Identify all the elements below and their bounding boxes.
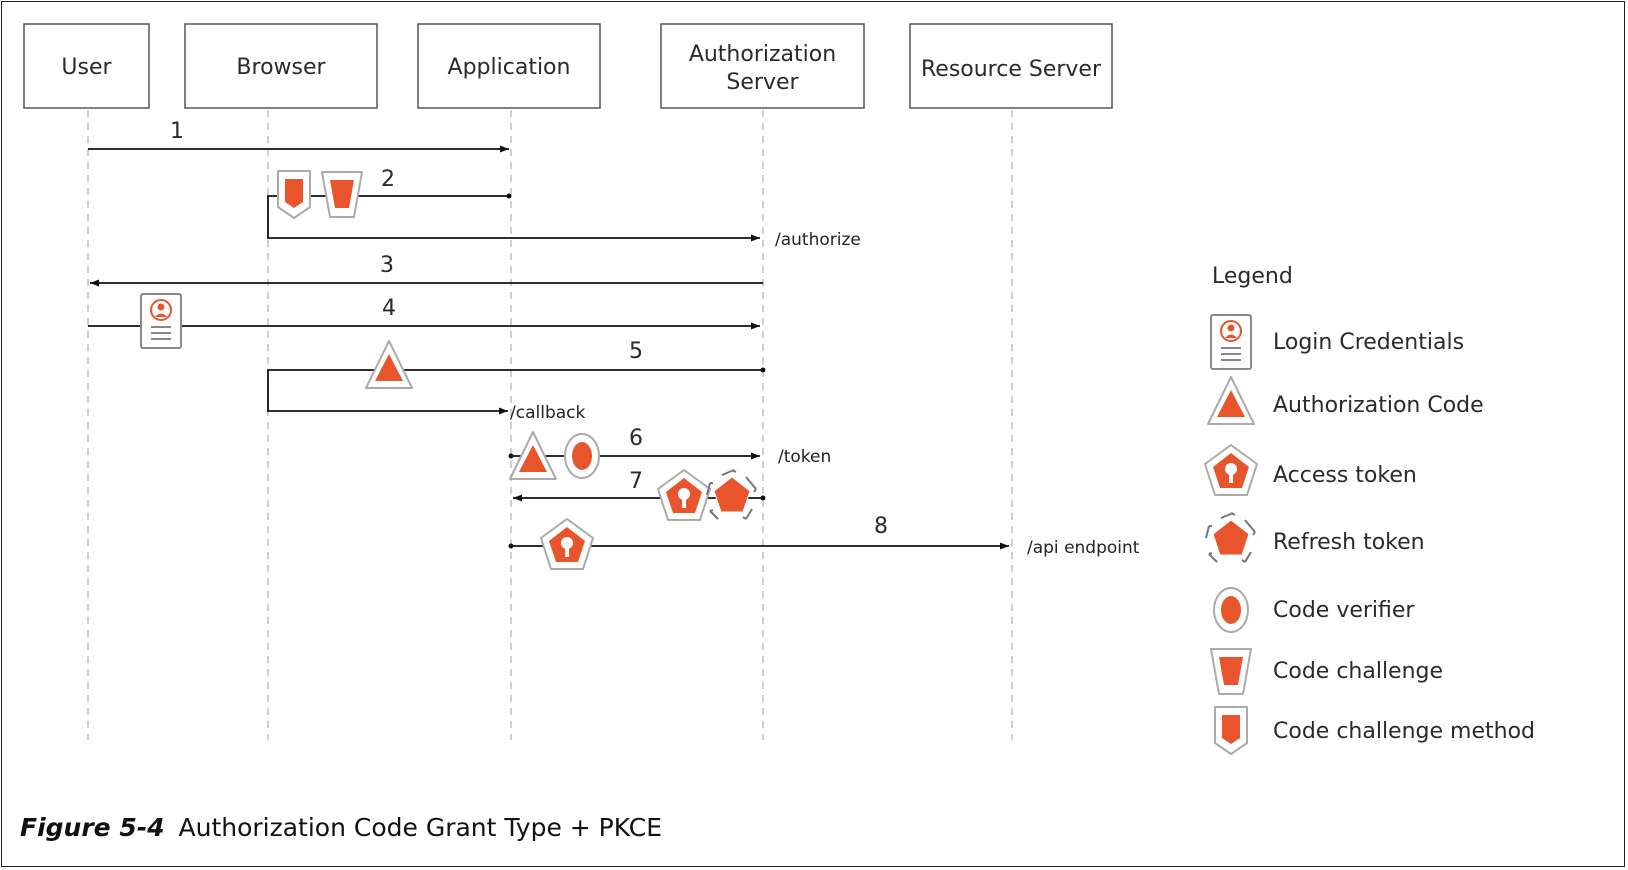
legend-item-access-token: Access token (1273, 463, 1417, 488)
code-verifier-icon (1213, 587, 1249, 633)
participant-user-label: User (61, 55, 112, 80)
participant-authorization-server: Authorization Server (660, 23, 865, 109)
participant-resource-server: Resource Server (909, 23, 1113, 109)
authorization-code-icon (1207, 376, 1255, 425)
message-dots (506, 193, 766, 549)
refresh-token-icon (1205, 512, 1256, 563)
step-1-label: 1 (170, 119, 184, 144)
access-token-icon (657, 469, 711, 521)
participant-browser-label: Browser (236, 55, 326, 80)
endpoint-api: /api endpoint (1027, 538, 1140, 558)
legend-title: Legend (1212, 264, 1293, 289)
step-2-label: 2 (381, 167, 395, 192)
message-5-arrow (267, 369, 763, 415)
step-6-label: 6 (629, 426, 643, 451)
legend-item-refresh-token: Refresh token (1273, 530, 1425, 555)
login-credentials-icon (140, 293, 182, 349)
step-7-label: 7 (629, 469, 643, 494)
code-challenge-method-icon (277, 170, 311, 219)
endpoint-authorize: /authorize (775, 230, 861, 250)
participant-application: Application (417, 23, 601, 109)
endpoint-callback: /callback (510, 403, 585, 423)
figure-caption: Figure 5-4 Authorization Code Grant Type … (20, 813, 662, 842)
access-token-icon (1204, 444, 1258, 496)
participant-application-label: Application (448, 55, 571, 80)
sequence-diagram: User Browser Application Authorization S… (23, 23, 1535, 755)
messages (88, 145, 1009, 550)
participant-auth-label-line2: Server (726, 70, 799, 95)
code-challenge-method-icon (1214, 706, 1248, 755)
participant-browser: Browser (184, 23, 378, 109)
endpoint-token: /token (778, 447, 831, 467)
figure-caption-text: Authorization Code Grant Type + PKCE (178, 813, 663, 842)
legend-item-code-verifier: Code verifier (1273, 598, 1415, 623)
access-token-icon (540, 518, 594, 570)
step-4-label: 4 (382, 296, 396, 321)
code-verifier-icon (564, 433, 600, 479)
code-challenge-icon (321, 171, 363, 218)
participant-resource-label: Resource Server (921, 57, 1102, 82)
login-credentials-icon (1210, 314, 1252, 370)
step-5-label: 5 (629, 339, 643, 364)
legend-item-login-credentials: Login Credentials (1273, 330, 1464, 355)
figure-number: Figure 5-4 (20, 813, 165, 842)
legend: Legend Login Credentials Authorization C… (1204, 264, 1535, 755)
legend-item-authorization-code: Authorization Code (1273, 393, 1484, 418)
message-2-arrow (267, 195, 760, 242)
code-challenge-icon (1210, 648, 1252, 695)
refresh-token-icon (706, 469, 757, 520)
step-8-label: 8 (874, 514, 888, 539)
lifelines (87, 110, 1013, 740)
legend-item-code-challenge: Code challenge (1273, 659, 1443, 684)
step-3-label: 3 (380, 253, 394, 278)
participant-user: User (23, 23, 150, 109)
legend-item-code-challenge-method: Code challenge method (1273, 719, 1535, 744)
participant-auth-label-line1: Authorization (689, 42, 836, 67)
authorization-code-icon (365, 340, 413, 389)
